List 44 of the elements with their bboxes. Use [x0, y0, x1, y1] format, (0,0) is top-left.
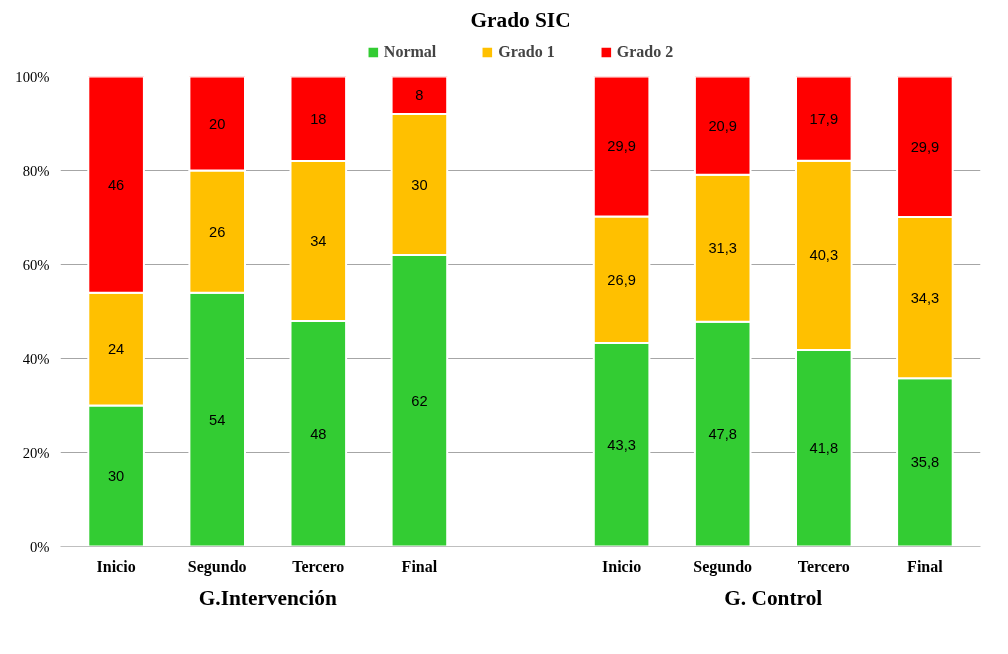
data-label: 35,8	[910, 454, 940, 471]
data-label: 34,3	[910, 289, 940, 306]
data-label: 43,3	[607, 436, 636, 453]
x-tick-label: Inicio	[96, 557, 136, 575]
data-label: 46	[107, 176, 125, 193]
x-tick-label: Tercero	[797, 557, 850, 575]
y-tick-label: 80%	[22, 162, 50, 179]
text: G.Intervención	[198, 585, 337, 610]
data-label: 29,9	[607, 138, 636, 155]
x-tick-label: Segundo	[187, 557, 247, 576]
y-tick-label: 100%	[15, 68, 50, 85]
data-label: 29,9	[910, 138, 940, 155]
data-label: 18	[310, 110, 327, 127]
data-label: 30	[107, 468, 125, 484]
x-tick-label: Tercero	[292, 557, 345, 575]
legend-label: Normal	[383, 43, 437, 61]
data-label: 20	[209, 115, 226, 132]
y-tick-label: 20%	[22, 444, 50, 461]
data-label: 41,8	[809, 440, 839, 457]
x-tick-label: Inicio	[602, 557, 642, 575]
x-tick-label: Final	[907, 557, 944, 575]
data-label: 17,9	[809, 110, 839, 127]
legend-label: Grado 2	[616, 43, 674, 61]
text: G. Control	[724, 585, 823, 610]
data-label: 34	[310, 233, 327, 249]
data-label: 31,3	[708, 240, 737, 257]
data-label: 8	[415, 87, 424, 104]
data-label: 40,3	[809, 247, 839, 264]
data-label: 26	[209, 223, 226, 240]
data-label: 62	[411, 392, 428, 409]
data-label: 26,9	[607, 271, 636, 288]
y-tick-label: 60%	[22, 256, 50, 273]
legend-label: Grado 1	[498, 43, 555, 61]
data-label: 24	[107, 341, 125, 358]
y-tick-label: 40%	[22, 350, 50, 367]
data-label: 20,9	[708, 117, 737, 134]
x-tick-label: Segundo	[693, 557, 753, 576]
data-label: 54	[209, 411, 226, 428]
chart-title: Grado SIC	[470, 7, 571, 32]
data-label: 47,8	[708, 426, 737, 443]
y-tick-label: 0%	[29, 538, 50, 555]
data-label: 48	[310, 425, 327, 442]
x-tick-label: Final	[401, 557, 438, 575]
data-label: 30	[411, 176, 428, 193]
